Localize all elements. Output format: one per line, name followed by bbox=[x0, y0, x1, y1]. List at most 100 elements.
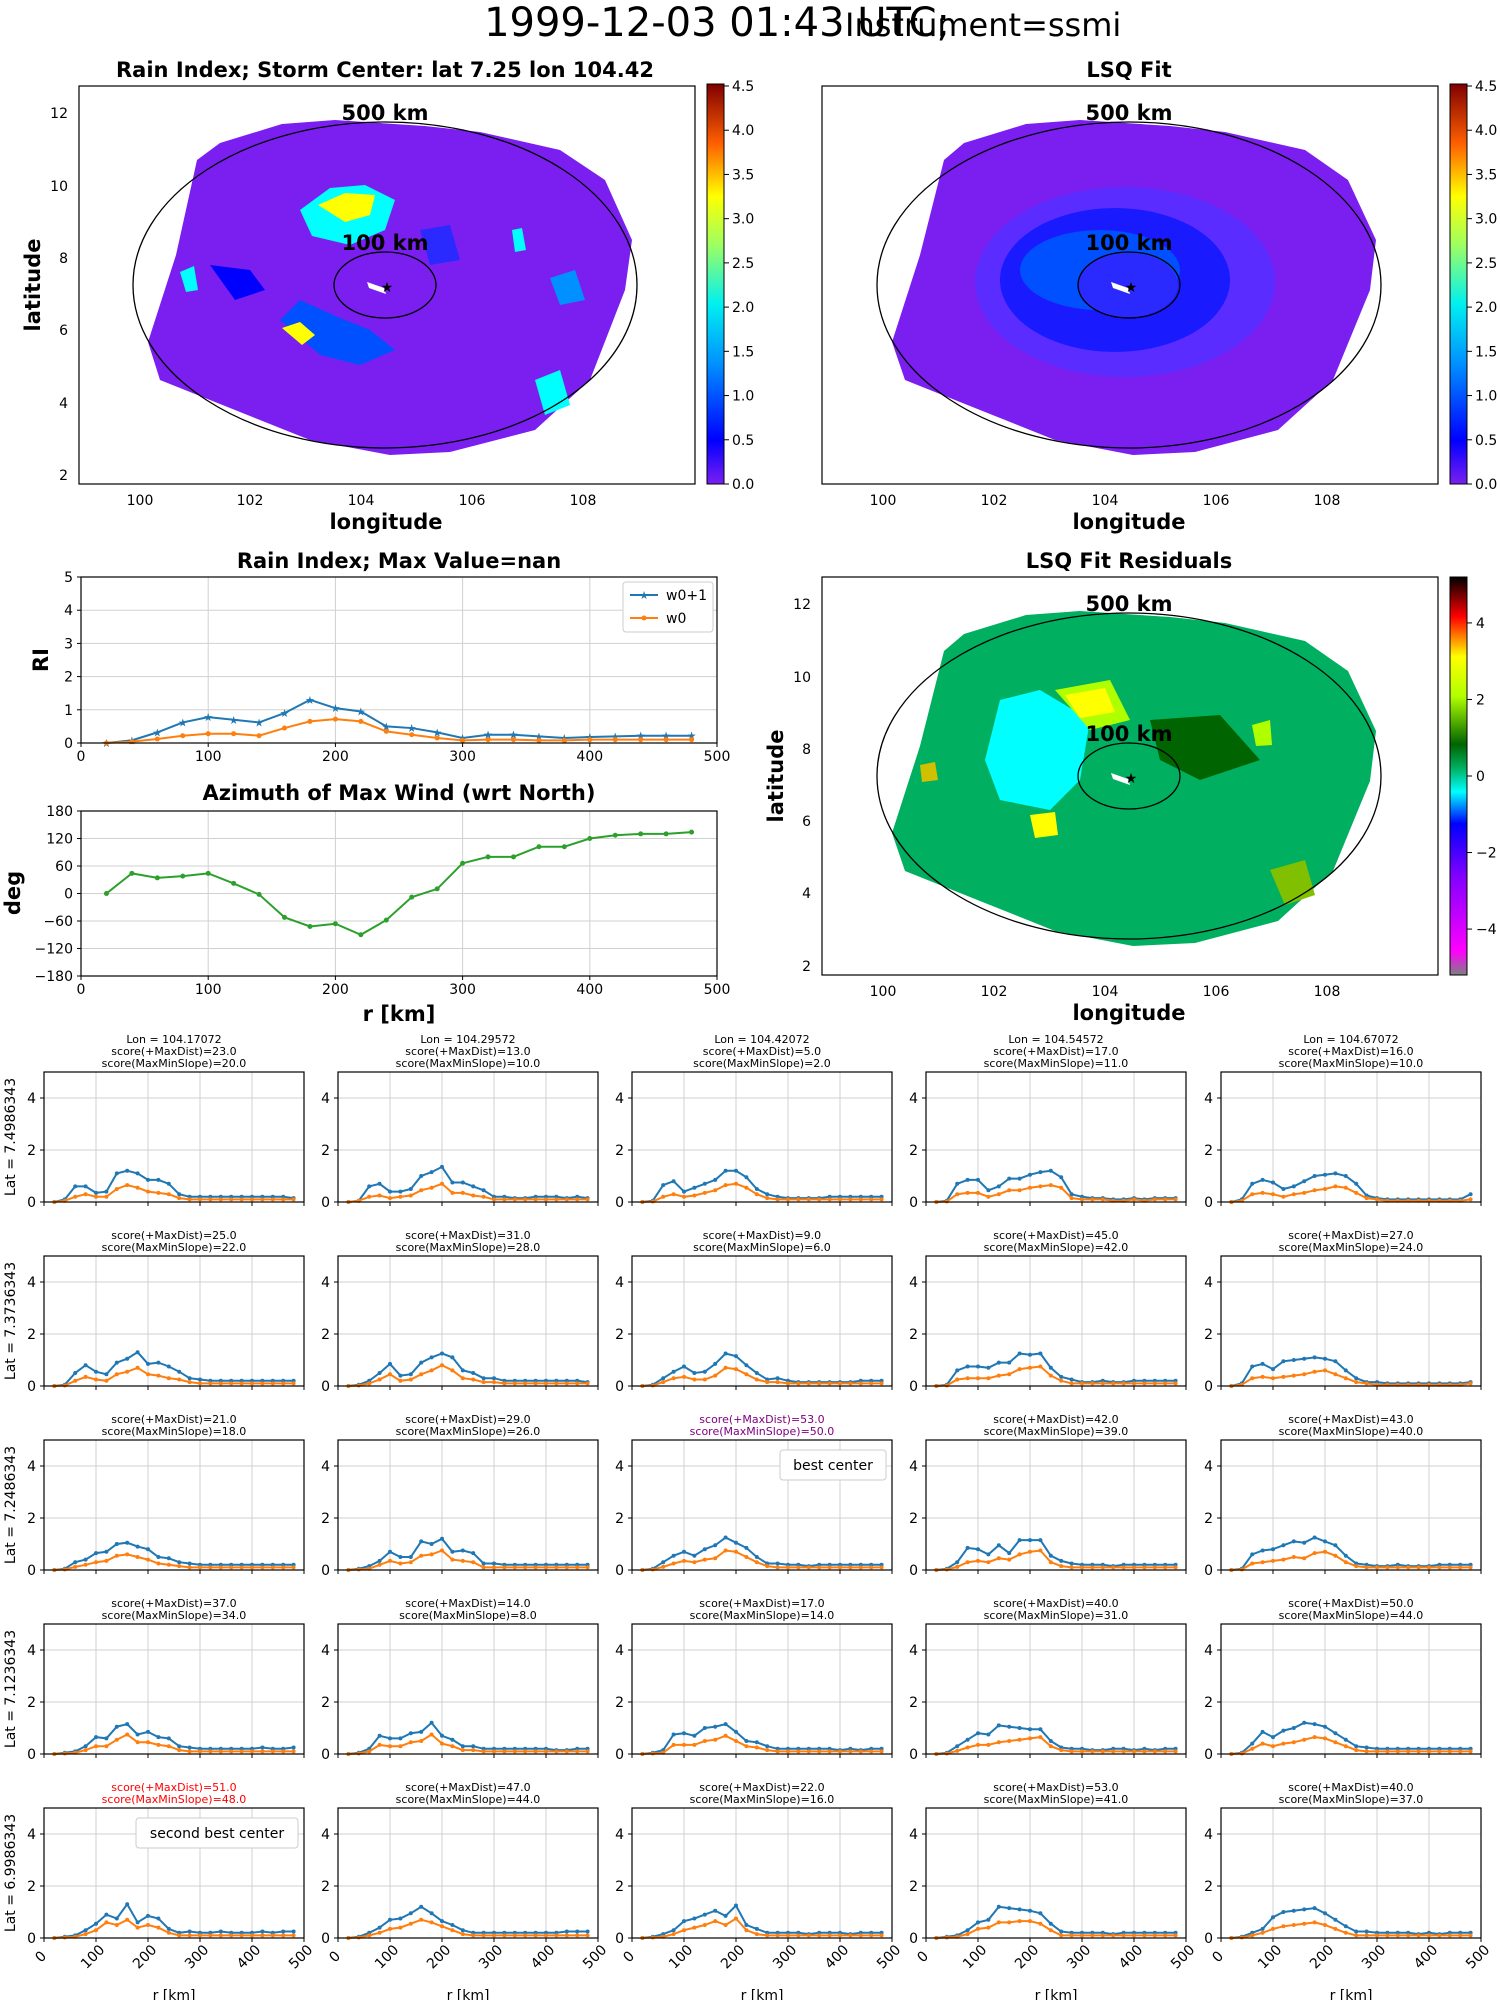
series-w0p1-point bbox=[260, 1929, 265, 1934]
series-w0p1-point bbox=[1260, 1177, 1265, 1182]
series-w0p1-point bbox=[765, 1744, 770, 1749]
row-label-latitude: Lat = 7.4986343 bbox=[3, 1078, 19, 1196]
series-w0-point bbox=[1354, 1933, 1359, 1938]
y-tick-label: −60 bbox=[43, 914, 73, 930]
y-tick-label: 4 bbox=[909, 1275, 918, 1291]
series-w0-point bbox=[125, 1183, 130, 1188]
axes-frame bbox=[1220, 1807, 1482, 1939]
series-w0p1-point bbox=[702, 1912, 707, 1917]
y-tick-label: 0 bbox=[64, 887, 73, 903]
x-tick: 108 bbox=[570, 493, 597, 509]
series-w0-point bbox=[1173, 1197, 1178, 1202]
series-w0-point bbox=[671, 1561, 676, 1566]
series-w0p1-point bbox=[1291, 1358, 1296, 1362]
series-w0p1-point bbox=[564, 1929, 569, 1934]
series-w0-point bbox=[554, 1933, 559, 1938]
series-w0p1-point bbox=[1007, 1176, 1012, 1181]
colorbar-tick-label: 4.0 bbox=[732, 123, 754, 139]
series-w0p1-point: ★ bbox=[305, 694, 315, 707]
series-w0p1-point bbox=[1312, 1722, 1317, 1727]
series-w0p1-point bbox=[585, 1929, 590, 1934]
y-tick-label: 3 bbox=[64, 636, 73, 652]
series-w0-point bbox=[786, 1565, 790, 1570]
series-w0p1-point bbox=[492, 1376, 496, 1381]
y-tick-label: 0 bbox=[615, 1747, 624, 1763]
ring-500km bbox=[876, 121, 1382, 449]
series-w0-point bbox=[135, 1365, 140, 1370]
x-tick-label: 200 bbox=[1012, 1942, 1042, 1972]
series-w0-point bbox=[754, 1932, 759, 1937]
series-w0-point bbox=[1163, 1197, 1168, 1202]
series-w0-point bbox=[291, 1197, 296, 1202]
series-w0p1-line bbox=[936, 1724, 1176, 1755]
series-w0-point bbox=[796, 1749, 801, 1754]
series-w0p1-point bbox=[1333, 1731, 1338, 1736]
series-w0p1-point bbox=[1048, 1168, 1053, 1173]
series-w0p1-point bbox=[1281, 1187, 1286, 1191]
panel-title-line: Lon = 104.17072 bbox=[126, 1033, 221, 1046]
y-tick-label: 2 bbox=[321, 1511, 330, 1527]
y-tick-label: 2 bbox=[321, 1143, 330, 1159]
series-w0-point bbox=[332, 716, 338, 722]
series-w0p1-point bbox=[135, 1920, 140, 1925]
series-w0-point bbox=[260, 1381, 265, 1386]
series-w0-point bbox=[398, 1744, 403, 1749]
series-w0-point bbox=[229, 1381, 234, 1386]
storm-center-star-icon: ★ bbox=[381, 280, 394, 296]
rain-cell-center-east bbox=[420, 225, 460, 265]
x-tick-label: 300 bbox=[182, 1942, 212, 1972]
series-w0p1-point bbox=[1028, 1172, 1032, 1177]
rain-index-chart-legend: ★ w0+1 w0 bbox=[622, 581, 714, 633]
series-w0-point bbox=[291, 1381, 296, 1386]
series-w0-point bbox=[523, 1197, 528, 1202]
series-w0-point bbox=[1291, 1555, 1296, 1559]
series-azimuth-point bbox=[663, 831, 669, 837]
series-w0-point bbox=[1281, 1374, 1286, 1379]
series-w0-point bbox=[1173, 1933, 1178, 1938]
panel-r2-c5: score(+MaxDist)=27.0score(MaxMinSlope)=2… bbox=[1204, 1229, 1482, 1395]
series-w0p1-point bbox=[83, 1363, 88, 1368]
panel-r1-c5: Lon = 104.67072score(+MaxDist)=16.0score… bbox=[1204, 1033, 1482, 1211]
series-w0p1-point bbox=[83, 1928, 88, 1933]
series-w0-point bbox=[460, 1932, 465, 1937]
series-w0p1-point bbox=[661, 1560, 666, 1565]
residuals-map-xlabel: longitude bbox=[1072, 1001, 1185, 1025]
series-w0p1-point bbox=[976, 1920, 980, 1925]
series-w0-point bbox=[307, 718, 313, 724]
series-w0-point bbox=[208, 1565, 213, 1570]
series-w0p1-point bbox=[744, 1363, 749, 1368]
series-w0p1-point bbox=[1059, 1175, 1064, 1180]
series-w0-point bbox=[879, 1197, 884, 1202]
series-w0p1-point bbox=[713, 1908, 718, 1913]
panel-title-line: score(MaxMinSlope)=40.0 bbox=[1279, 1425, 1424, 1438]
series-w0p1-point bbox=[104, 1372, 109, 1377]
series-w0-point bbox=[156, 1373, 161, 1378]
series-w0-point bbox=[1364, 1933, 1369, 1938]
panel-title-line: score(MaxMinSlope)=26.0 bbox=[396, 1425, 541, 1438]
series-w0-point bbox=[1271, 1926, 1275, 1931]
residual-cell-west bbox=[920, 762, 938, 782]
series-azimuth-point bbox=[282, 914, 288, 920]
series-w0-point bbox=[554, 1749, 559, 1754]
series-w0p1-point bbox=[1302, 1179, 1307, 1184]
series-w0-point bbox=[1323, 1736, 1327, 1741]
residuals-map: LSQ Fit Residuals ★ 500 km 100 km 100 10… bbox=[764, 549, 1497, 1025]
series-w0p1-point bbox=[1028, 1727, 1032, 1732]
series-w0p1-point bbox=[377, 1181, 382, 1186]
series-w0p1-point bbox=[450, 1923, 455, 1927]
series-w0p1-point bbox=[1038, 1727, 1043, 1732]
series-w0p1-point bbox=[187, 1561, 192, 1566]
residual-dark-area bbox=[1150, 715, 1260, 780]
series-azimuth-point bbox=[332, 921, 338, 927]
series-w0-point bbox=[858, 1565, 863, 1570]
series-w0p1-point bbox=[408, 1187, 413, 1191]
series-w0-point bbox=[388, 1372, 392, 1377]
series-w0p1-point bbox=[135, 1350, 140, 1355]
series-w0-point bbox=[198, 1749, 202, 1754]
panel-title-line: score(MaxMinSlope)=10.0 bbox=[396, 1057, 541, 1070]
x-tick-label: 200 bbox=[130, 1942, 160, 1972]
series-w0-point bbox=[187, 1933, 192, 1938]
series-w0p1-line bbox=[54, 1722, 294, 1755]
series-w0p1-point bbox=[450, 1737, 455, 1742]
series-w0-point bbox=[291, 1565, 296, 1570]
